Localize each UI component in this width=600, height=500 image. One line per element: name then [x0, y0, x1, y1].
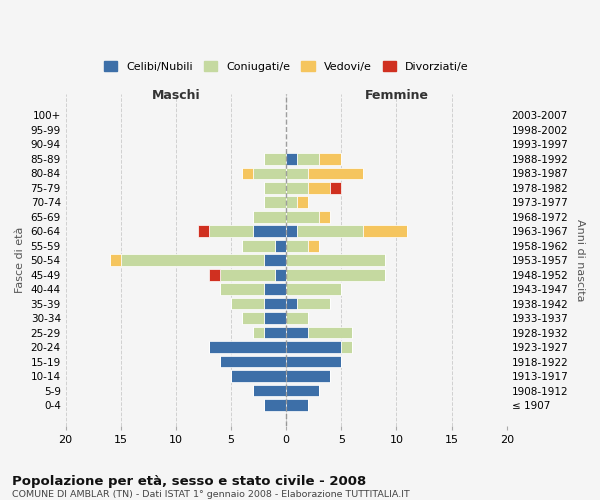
Bar: [286, 284, 341, 295]
Bar: [297, 196, 308, 208]
Bar: [220, 269, 275, 280]
Text: Femmine: Femmine: [364, 90, 428, 102]
Bar: [286, 400, 308, 411]
Bar: [220, 356, 286, 368]
Bar: [264, 182, 286, 194]
Bar: [364, 226, 407, 237]
Bar: [220, 284, 264, 295]
Y-axis label: Fasce di età: Fasce di età: [15, 227, 25, 294]
Bar: [341, 342, 352, 353]
Bar: [231, 370, 286, 382]
Bar: [319, 211, 331, 222]
Bar: [253, 327, 264, 338]
Bar: [264, 254, 286, 266]
Bar: [308, 240, 319, 252]
Bar: [209, 342, 286, 353]
Bar: [308, 168, 364, 179]
Bar: [242, 168, 253, 179]
Bar: [264, 400, 286, 411]
Bar: [253, 385, 286, 396]
Text: COMUNE DI AMBLAR (TN) - Dati ISTAT 1° gennaio 2008 - Elaborazione TUTTITALIA.IT: COMUNE DI AMBLAR (TN) - Dati ISTAT 1° ge…: [12, 490, 410, 499]
Bar: [264, 312, 286, 324]
Bar: [231, 298, 264, 310]
Bar: [286, 312, 308, 324]
Legend: Celibi/Nubili, Coniugati/e, Vedovi/e, Divorziati/e: Celibi/Nubili, Coniugati/e, Vedovi/e, Di…: [100, 57, 473, 76]
Bar: [121, 254, 264, 266]
Bar: [297, 153, 319, 164]
Bar: [286, 269, 385, 280]
Bar: [264, 298, 286, 310]
Text: Maschi: Maschi: [152, 90, 200, 102]
Bar: [242, 312, 264, 324]
Bar: [308, 182, 331, 194]
Bar: [331, 182, 341, 194]
Bar: [286, 240, 308, 252]
Bar: [209, 269, 220, 280]
Bar: [286, 196, 297, 208]
Bar: [286, 327, 308, 338]
Bar: [286, 211, 319, 222]
Bar: [110, 254, 121, 266]
Bar: [209, 226, 253, 237]
Bar: [286, 254, 385, 266]
Bar: [286, 182, 308, 194]
Bar: [297, 226, 364, 237]
Bar: [264, 327, 286, 338]
Y-axis label: Anni di nascita: Anni di nascita: [575, 219, 585, 302]
Bar: [319, 153, 341, 164]
Bar: [242, 240, 275, 252]
Bar: [286, 342, 341, 353]
Bar: [308, 327, 352, 338]
Bar: [275, 240, 286, 252]
Bar: [286, 370, 331, 382]
Bar: [286, 153, 297, 164]
Bar: [253, 226, 286, 237]
Bar: [264, 153, 286, 164]
Bar: [297, 298, 331, 310]
Bar: [286, 168, 308, 179]
Bar: [264, 196, 286, 208]
Bar: [198, 226, 209, 237]
Bar: [253, 168, 286, 179]
Text: Popolazione per età, sesso e stato civile - 2008: Popolazione per età, sesso e stato civil…: [12, 475, 366, 488]
Bar: [264, 284, 286, 295]
Bar: [253, 211, 286, 222]
Bar: [286, 298, 297, 310]
Bar: [286, 385, 319, 396]
Bar: [275, 269, 286, 280]
Bar: [286, 356, 341, 368]
Bar: [286, 226, 297, 237]
